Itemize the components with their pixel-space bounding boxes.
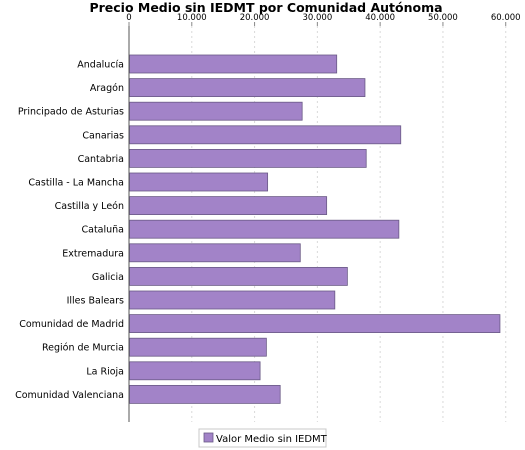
x-axis-ticks: 0 10.000 20.000 30.000 40.000 50.000 60.000 [126,13,521,26]
category-label: Región de Murcia [42,343,124,354]
x-tick-label: 50.000 [428,13,458,23]
bar [129,384,281,404]
bar [129,243,301,263]
bar [129,266,348,286]
x-tick-label: 40.000 [365,13,395,23]
category-label: Aragón [90,83,124,94]
category-labels: Andalucía Aragón Principado de Asturias Can… [15,60,124,401]
bar [129,361,261,381]
category-label: Principado de Asturias [18,107,124,118]
x-tick-label: 10.000 [177,13,207,23]
legend-swatch [203,432,214,443]
chart-title: Precio Medio sin IEDMT por Comunidad Aut… [89,0,442,15]
bar [129,54,338,74]
bar [129,148,367,168]
category-label: Cantabria [78,154,124,165]
category-label: Castilla - La Mancha [28,178,124,189]
x-tick-label: 30.000 [302,13,332,23]
category-label: Extremadura [62,248,124,259]
bars [129,54,501,404]
category-label: Comunidad de Madrid [19,319,124,330]
legend-label: Valor Medio sin IEDMT [216,434,328,445]
legend-box [198,428,327,448]
bar [129,337,267,357]
x-tick-label: 0 [126,13,131,23]
bar [129,314,501,334]
category-label: Castilla y León [55,201,124,212]
bar [129,78,366,97]
bar [129,290,336,310]
category-label: Galicia [92,272,124,283]
category-label: Andalucía [77,60,124,71]
bar [129,219,400,239]
category-label: Cataluña [81,225,124,236]
category-label: Comunidad Valenciana [15,390,124,401]
legend: Valor Medio sin IEDMT [198,428,328,448]
bar [129,125,402,145]
bar [129,101,303,121]
x-tick-label: 60.000 [491,13,521,23]
x-tick-label: 20.000 [240,13,270,23]
category-label: Canarias [82,130,124,141]
bar [129,172,269,192]
category-label: Illes Balears [67,296,124,307]
category-label: La Rioja [86,366,124,377]
bar [129,196,328,216]
